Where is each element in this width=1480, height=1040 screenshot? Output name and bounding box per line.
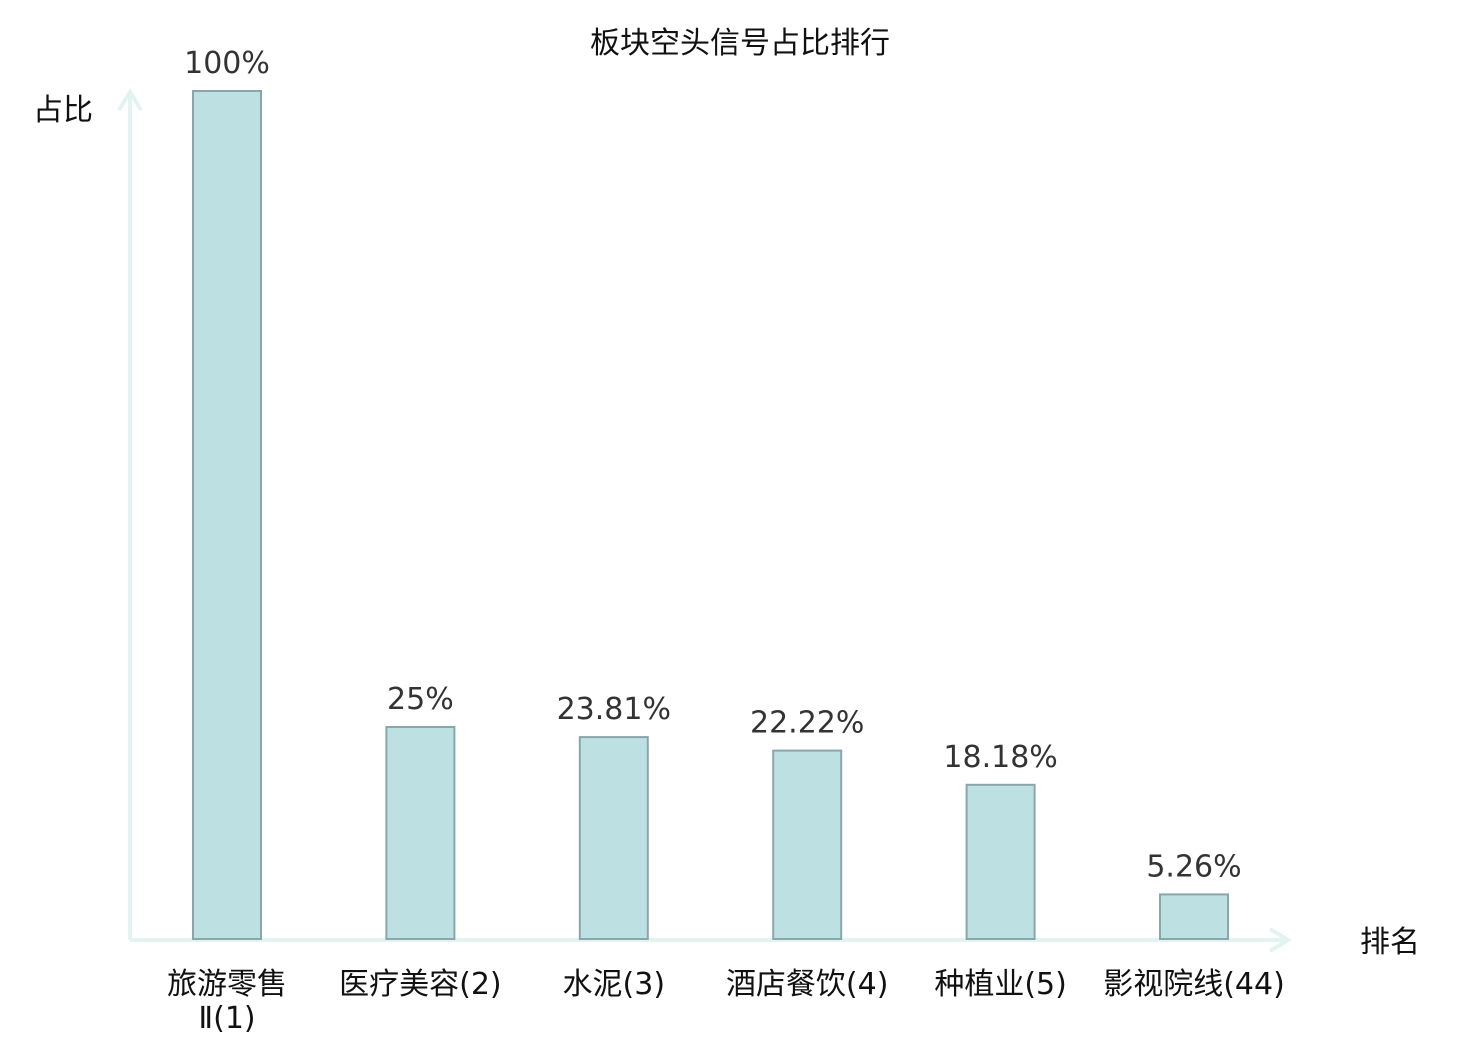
- category-label-4: 酒店餐饮(4): [726, 967, 889, 1002]
- bar-2: [385, 726, 456, 940]
- value-label-1: 100%: [184, 46, 270, 81]
- y-axis: [117, 88, 143, 940]
- category-label-2: 医疗美容(2): [339, 967, 502, 1002]
- category-label-5: 种植业(5): [934, 967, 1067, 1002]
- x-axis: [130, 927, 1292, 953]
- value-label-5: 18.18%: [943, 740, 1057, 775]
- bars-group: [192, 90, 1229, 941]
- value-label-6: 5.26%: [1146, 849, 1241, 884]
- value-labels-group: 100% 25% 23.81% 22.22% 18.18% 5.26%: [184, 46, 1242, 884]
- y-axis-label: 占比: [33, 93, 93, 128]
- chart-title: 板块空头信号占比排行: [590, 26, 890, 61]
- bar-1: [192, 90, 262, 940]
- category-label-1-line-1: 旅游零售: [167, 967, 287, 1002]
- value-label-4: 22.22%: [750, 706, 864, 741]
- category-label-1-line-2: Ⅱ(1): [198, 1001, 255, 1036]
- value-label-3: 23.81%: [557, 692, 671, 727]
- category-label-3: 水泥(3): [563, 967, 666, 1002]
- bar-5: [965, 783, 1036, 940]
- bar-3: [578, 736, 649, 940]
- x-axis-label: 排名: [1360, 925, 1420, 960]
- bar-6: [1159, 893, 1229, 941]
- value-label-2: 25%: [387, 682, 454, 717]
- category-label-6: 影视院线(44): [1103, 967, 1285, 1002]
- bar-4: [772, 749, 843, 940]
